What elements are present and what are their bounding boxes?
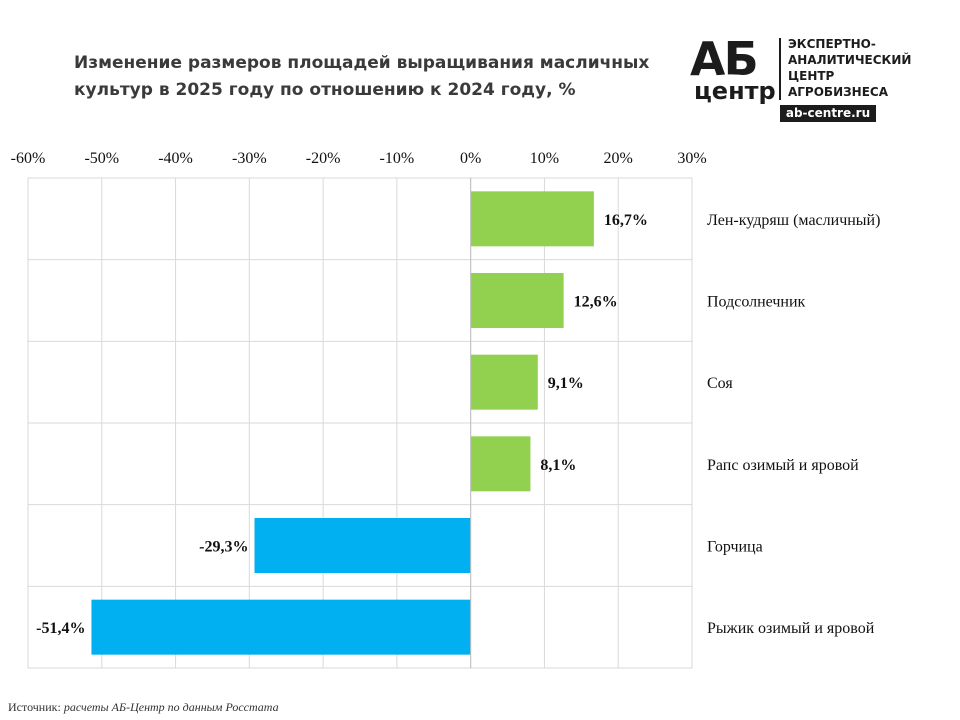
category-label: Соя xyxy=(707,375,733,392)
bar xyxy=(470,273,564,328)
bar xyxy=(91,599,471,655)
data-label: -29,3% xyxy=(199,539,248,556)
x-tick-label: -60% xyxy=(11,150,46,167)
logo-line-4: АГРОБИЗНЕСА xyxy=(788,85,888,99)
logo-divider xyxy=(779,38,781,100)
bar xyxy=(470,191,594,247)
chart-title: Изменение размеров площадей выращивания … xyxy=(74,53,650,100)
category-label: Подсолнечник xyxy=(707,294,806,311)
x-tick-label: 10% xyxy=(530,150,559,167)
data-label: 12,6% xyxy=(574,294,618,311)
data-label: -51,4% xyxy=(36,620,85,637)
plot-area-border xyxy=(27,177,693,669)
category-label: Рапс озимый и яровой xyxy=(707,457,859,474)
category-label: Лен-кудряш (масличный) xyxy=(707,212,880,229)
x-tick-label: 20% xyxy=(604,150,633,167)
data-label: 16,7% xyxy=(604,212,648,229)
logo-line-1: ЭКСПЕРТНО- xyxy=(788,37,876,51)
x-tick-label: -10% xyxy=(380,150,415,167)
data-label: 8,1% xyxy=(540,457,576,474)
bar xyxy=(254,518,471,573)
source-label: Источник: xyxy=(8,700,61,714)
x-tick-label: -20% xyxy=(306,150,341,167)
logo-line-2: АНАЛИТИЧЕСКИЙ xyxy=(788,53,912,67)
category-label: Горчица xyxy=(707,539,763,556)
logo-leaf-icon xyxy=(692,74,768,84)
source-note: Источник: расчеты АБ-Центр по данным Рос… xyxy=(8,700,279,715)
category-label: Рыжик озимый и яровой xyxy=(707,620,875,637)
ab-centre-logo: АБ центр ЭКСПЕРТНО- АНАЛИТИЧЕСКИЙ ЦЕНТР … xyxy=(690,34,930,122)
source-text: расчеты АБ-Центр по данным Росстата xyxy=(63,700,279,714)
x-tick-label: 30% xyxy=(677,150,706,167)
data-label: 9,1% xyxy=(548,375,584,392)
logo-site-link[interactable]: ab-centre.ru xyxy=(780,105,876,122)
x-tick-label: 0% xyxy=(460,150,481,167)
logo-subword: центр xyxy=(694,77,776,105)
x-tick-label: -40% xyxy=(158,150,193,167)
bar xyxy=(470,354,538,410)
x-tick-label: -50% xyxy=(84,150,119,167)
x-tick-label: -30% xyxy=(232,150,267,167)
logo-line-3: ЦЕНТР xyxy=(788,69,835,83)
bar xyxy=(470,436,531,492)
